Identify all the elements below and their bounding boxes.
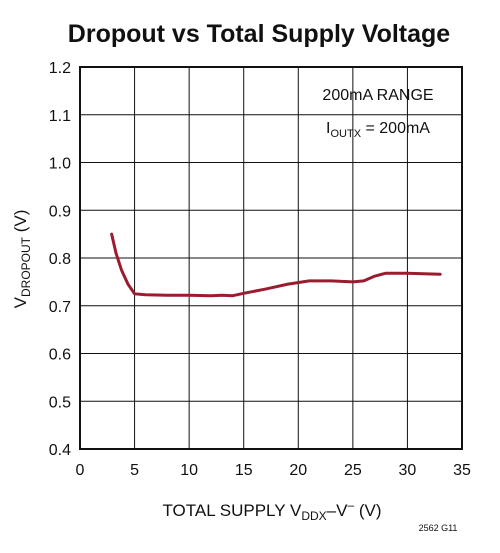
y-axis-label: VDROPOUT (V) — [11, 210, 33, 309]
x-tick-label: 30 — [399, 462, 417, 479]
x-tick-label: 25 — [344, 462, 362, 479]
x-tick-label: 10 — [180, 462, 198, 479]
y-tick-label: 0.5 — [49, 394, 71, 411]
y-tick-label: 1.1 — [49, 108, 71, 125]
x-axis-label-sub: DDX — [301, 509, 326, 523]
annotation-current: IOUTX = 200mA — [326, 120, 430, 140]
y-axis-label-prefix: V — [11, 296, 30, 308]
x-tick-labels: 0 5 10 15 20 25 30 35 — [76, 462, 471, 479]
y-axis-label-sub: DROPOUT — [19, 236, 33, 297]
y-axis-label-unit: (V) — [11, 210, 30, 237]
annotation-current-sub: OUTX — [330, 128, 361, 140]
annotation-current-suffix: = 200mA — [361, 120, 430, 137]
series-line — [110, 232, 442, 298]
y-tick-labels: 0.4 0.5 0.6 0.7 0.8 0.9 1.0 1.1 1.2 — [49, 60, 71, 459]
y-tick-label: 0.8 — [49, 251, 71, 268]
x-tick-label: 0 — [76, 462, 85, 479]
x-tick-label: 35 — [453, 462, 471, 479]
x-axis-label-prefix: TOTAL SUPPLY V — [162, 501, 302, 520]
y-tick-label: 1.0 — [49, 156, 71, 173]
y-tick-label: 0.7 — [49, 299, 71, 316]
x-axis-label-suffix: –V — [327, 501, 348, 520]
annotation-current-prefix: I — [326, 120, 330, 137]
x-axis-label: TOTAL SUPPLY VDDX–V– (V) — [162, 498, 381, 523]
annotation-box: 200mA RANGE IOUTX = 200mA — [322, 87, 433, 140]
y-tick-label: 0.9 — [49, 203, 71, 220]
y-tick-label: 0.4 — [49, 442, 71, 459]
y-tick-label: 0.6 — [49, 347, 71, 364]
figure-id: 2562 G11 — [419, 523, 458, 533]
x-axis-label-unit: (V) — [354, 501, 381, 520]
y-tick-label: 1.2 — [49, 60, 71, 77]
annotation-range: 200mA RANGE — [322, 87, 433, 104]
x-axis-label-sup: – — [347, 498, 354, 512]
chart-title: Dropout vs Total Supply Voltage — [68, 20, 451, 48]
x-tick-label: 5 — [130, 462, 139, 479]
x-tick-label: 15 — [235, 462, 253, 479]
x-tick-label: 20 — [289, 462, 307, 479]
plot-frame — [79, 66, 463, 450]
